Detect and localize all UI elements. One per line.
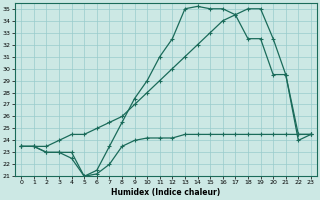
X-axis label: Humidex (Indice chaleur): Humidex (Indice chaleur) bbox=[111, 188, 221, 197]
